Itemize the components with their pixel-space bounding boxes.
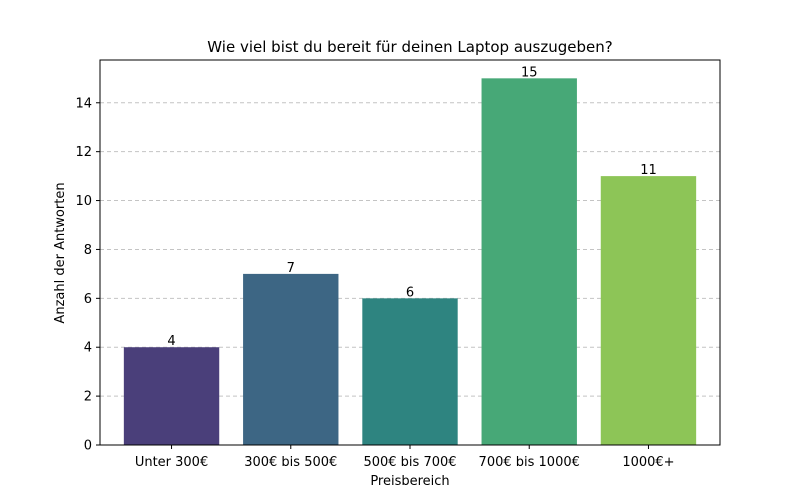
y-tick-label: 8 [84, 243, 92, 258]
y-tick-label: 12 [75, 145, 92, 160]
y-axis-label: Anzahl der Antworten [53, 182, 68, 323]
x-axis-ticks: Unter 300€ 300€ bis 500€ 500€ bis 700€ 700€… [135, 445, 675, 470]
bars [123, 78, 697, 445]
x-tick-label: 500€ bis 700€ [363, 455, 456, 470]
bar [123, 347, 220, 445]
y-tick-label: 0 [84, 439, 92, 454]
y-tick-label: 4 [84, 341, 92, 356]
bar-value-label: 11 [640, 163, 657, 178]
y-tick-label: 2 [84, 390, 92, 405]
y-axis-ticks: 0 2 4 6 8 10 12 14 [75, 96, 100, 454]
bar-value-label: 6 [406, 285, 414, 300]
x-axis-label: Preisbereich [370, 474, 449, 489]
y-tick-label: 14 [75, 96, 92, 111]
bar-value-label: 15 [521, 65, 538, 80]
x-tick-label: Unter 300€ [135, 455, 208, 470]
x-tick-label: 700€ bis 1000€ [479, 455, 580, 470]
bar [481, 78, 577, 445]
data-labels: 4 7 6 15 11 [167, 65, 656, 349]
y-tick-label: 10 [75, 194, 92, 209]
bar [600, 176, 697, 445]
x-tick-label: 1000€+ [622, 455, 674, 470]
x-tick-label: 300€ bis 500€ [244, 455, 337, 470]
bar [362, 298, 458, 445]
y-tick-label: 6 [84, 292, 92, 307]
bar [243, 273, 339, 445]
bar-value-label: 4 [167, 334, 175, 349]
bar-value-label: 7 [287, 261, 295, 276]
chart-title: Wie viel bist du bereit für deinen Lapto… [207, 38, 612, 56]
plot-frame [99, 59, 721, 446]
